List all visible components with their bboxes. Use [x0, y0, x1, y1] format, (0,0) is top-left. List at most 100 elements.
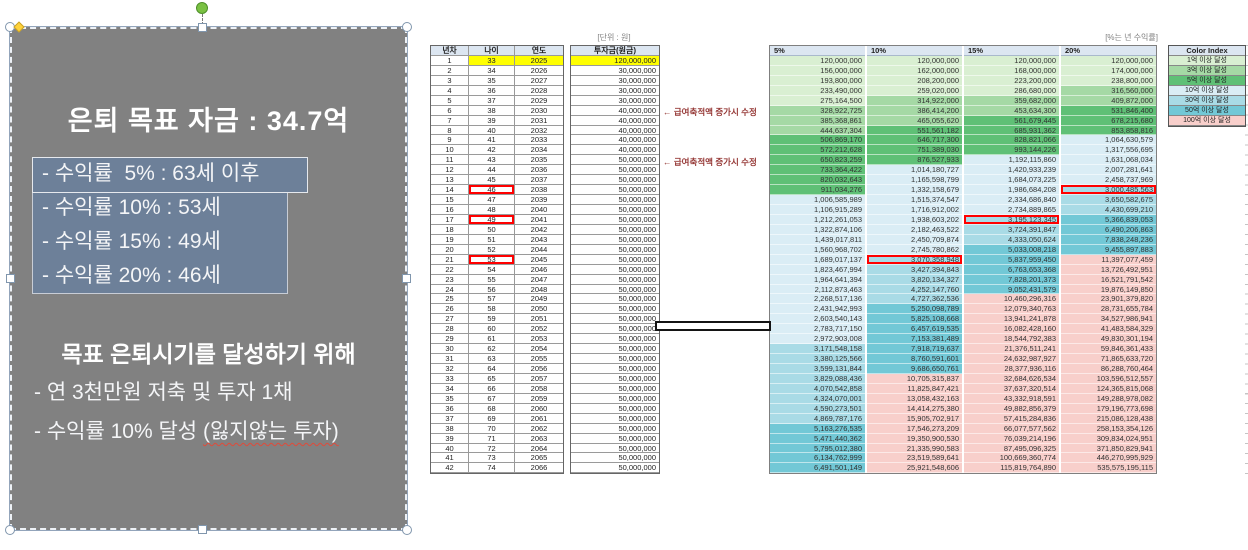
cell[interactable]: 2061 [515, 413, 563, 424]
cell[interactable]: 8,760,591,601 [867, 354, 962, 364]
cell[interactable]: 50,000,000 [571, 214, 659, 225]
cell[interactable]: 444,637,304 [770, 125, 865, 136]
cell[interactable]: 19,876,149,850 [1061, 284, 1156, 295]
cell[interactable]: 50,000,000 [571, 234, 659, 245]
cell[interactable]: 36 [469, 85, 515, 96]
cell[interactable]: 1,165,598,799 [867, 175, 962, 186]
cell[interactable]: 28,377,936,116 [964, 364, 1059, 374]
resize-handle-left-middle[interactable] [6, 274, 15, 283]
cell[interactable]: 41 [469, 135, 515, 146]
cell[interactable]: 40 [431, 443, 469, 454]
cell[interactable]: 3,000,485,563 [1061, 185, 1156, 196]
cell[interactable]: 13 [431, 175, 469, 186]
cell[interactable]: 208,200,000 [867, 75, 962, 86]
cell[interactable]: 6,763,653,368 [964, 264, 1059, 275]
cell[interactable]: 87,495,096,325 [964, 443, 1059, 454]
cell[interactable]: 39 [431, 433, 469, 444]
cell[interactable]: 50,000,000 [571, 224, 659, 235]
cell[interactable]: 2,450,709,874 [867, 234, 962, 245]
cell[interactable]: 316,560,000 [1061, 85, 1156, 96]
cell[interactable]: 5,366,839,053 [1061, 214, 1156, 225]
cell[interactable]: 21 [431, 254, 469, 265]
cell[interactable]: 50,000,000 [571, 185, 659, 196]
cell[interactable]: 2038 [515, 185, 563, 196]
rotate-handle-icon[interactable] [196, 2, 208, 14]
cell[interactable]: 24,632,987,927 [964, 354, 1059, 364]
cell[interactable]: 650,823,259 [770, 155, 865, 166]
cell[interactable]: 2031 [515, 115, 563, 126]
cell[interactable]: 3,380,125,566 [770, 354, 865, 364]
cell[interactable]: 115,819,764,890 [964, 463, 1059, 474]
cell[interactable]: 71 [469, 433, 515, 444]
cell[interactable]: 4 [431, 85, 469, 96]
cell[interactable]: 40,000,000 [571, 145, 659, 156]
cell[interactable]: 6,457,619,535 [867, 324, 962, 335]
cell[interactable]: 1,986,684,208 [964, 185, 1059, 196]
cell[interactable]: 18 [431, 224, 469, 235]
cell[interactable]: 45 [469, 175, 515, 186]
cell[interactable]: 56 [469, 284, 515, 295]
cell[interactable]: 30 [431, 344, 469, 355]
cell[interactable]: 2037 [515, 175, 563, 186]
cell[interactable]: 50,000,000 [571, 264, 659, 275]
cell[interactable]: 551,561,182 [867, 125, 962, 136]
cell[interactable]: 19 [431, 234, 469, 245]
cell[interactable]: 9,686,650,761 [867, 364, 962, 374]
cell[interactable]: 42 [431, 463, 469, 474]
cell[interactable]: 50,000,000 [571, 314, 659, 325]
cell[interactable]: 4,590,273,501 [770, 403, 865, 414]
cell[interactable]: 50,000,000 [571, 284, 659, 295]
cell[interactable]: 34,527,986,941 [1061, 314, 1156, 325]
cell[interactable]: 2030 [515, 105, 563, 116]
cell[interactable]: 34 [431, 383, 469, 394]
cell[interactable]: 2027 [515, 75, 563, 86]
cell[interactable]: 2046 [515, 264, 563, 275]
cell[interactable]: 2028 [515, 85, 563, 96]
cell[interactable]: 6,490,206,863 [1061, 224, 1156, 235]
cell[interactable]: 3,650,582,675 [1061, 195, 1156, 205]
cell[interactable]: 17,546,273,209 [867, 423, 962, 434]
cell[interactable]: 2032 [515, 125, 563, 136]
cell[interactable]: 993,144,226 [964, 145, 1059, 156]
cell[interactable]: 2060 [515, 403, 563, 414]
cell[interactable]: 7,918,719,637 [867, 344, 962, 355]
cell[interactable]: 162,000,000 [867, 65, 962, 76]
cell[interactable]: 2,745,780,862 [867, 244, 962, 255]
cell[interactable]: 50,000,000 [571, 195, 659, 205]
cell[interactable]: 409,872,000 [1061, 95, 1156, 106]
cell[interactable]: 1,317,556,695 [1061, 145, 1156, 156]
cell[interactable]: 2 [431, 65, 469, 76]
cell[interactable]: 2026 [515, 65, 563, 76]
cell[interactable]: 44 [469, 165, 515, 176]
cell[interactable]: 465,055,620 [867, 115, 962, 126]
cell[interactable]: 2054 [515, 344, 563, 355]
cell[interactable]: 7,828,201,373 [964, 274, 1059, 285]
resize-handle-bottom-center[interactable] [198, 525, 207, 534]
cell[interactable]: 179,196,773,698 [1061, 403, 1156, 414]
cell[interactable]: 50,000,000 [571, 304, 659, 315]
cell[interactable]: 2064 [515, 443, 563, 454]
cell[interactable]: 11,397,077,459 [1061, 254, 1156, 265]
cell[interactable]: 2045 [515, 254, 563, 265]
cell[interactable]: 4,070,542,858 [770, 383, 865, 394]
cell[interactable]: 50,000,000 [571, 383, 659, 394]
cell[interactable]: 2065 [515, 453, 563, 464]
cell[interactable]: 2039 [515, 195, 563, 205]
cell[interactable]: 35 [431, 393, 469, 404]
cell[interactable]: 1,006,585,989 [770, 195, 865, 205]
cell[interactable]: 120,000,000 [964, 55, 1059, 66]
cell[interactable]: 40 [469, 125, 515, 136]
cell[interactable]: 309,834,024,951 [1061, 433, 1156, 444]
cell[interactable]: 28,731,655,784 [1061, 304, 1156, 315]
cell[interactable]: 2053 [515, 334, 563, 345]
resize-handle-top-right[interactable] [402, 22, 412, 32]
cell[interactable]: 61 [469, 334, 515, 345]
cell[interactable]: 5,250,098,789 [867, 304, 962, 315]
cell[interactable]: 38 [469, 105, 515, 116]
cell[interactable]: 446,270,995,929 [1061, 453, 1156, 464]
cell[interactable]: 73 [469, 453, 515, 464]
cell[interactable]: 386,414,200 [867, 105, 962, 116]
cell[interactable]: 1,106,915,289 [770, 205, 865, 215]
cell[interactable]: 41 [431, 453, 469, 464]
cell[interactable]: 168,000,000 [964, 65, 1059, 76]
